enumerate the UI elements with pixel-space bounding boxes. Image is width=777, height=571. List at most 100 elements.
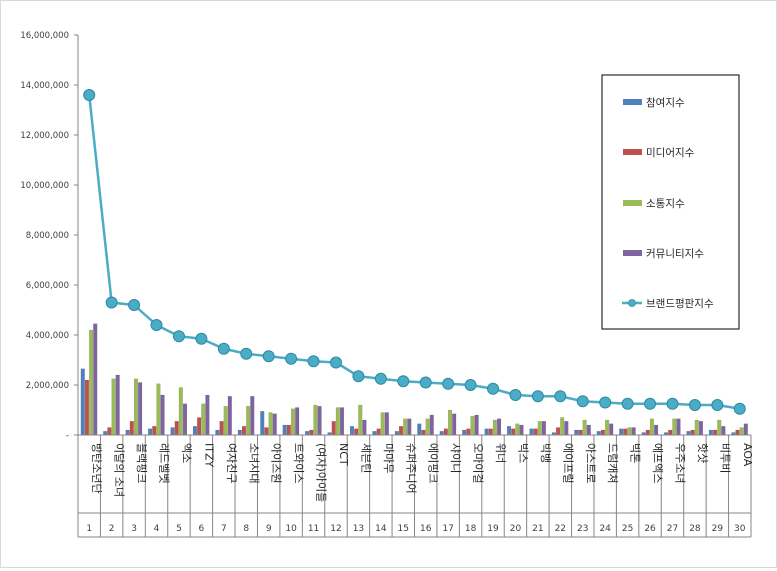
bar: [362, 419, 367, 436]
line-point: [688, 399, 701, 411]
x-rank-label: 27: [667, 524, 678, 534]
bar: [721, 426, 726, 436]
x-rank-label: 19: [487, 524, 499, 534]
x-rank-label: 10: [285, 524, 297, 534]
x-tick-label: 슈퍼주니어: [404, 443, 417, 494]
line-point: [240, 347, 253, 360]
y-tick-label: 2,000,000: [26, 381, 69, 391]
bar: [466, 428, 471, 436]
x-tick-label: NCT: [337, 443, 350, 466]
line-point: [487, 382, 500, 395]
legend-label: 소통지수: [646, 198, 685, 210]
line-point: [419, 376, 432, 389]
bar: [474, 414, 479, 436]
bar: [519, 424, 524, 436]
bar: [619, 428, 624, 436]
bar: [286, 424, 291, 436]
line-point: [599, 396, 612, 409]
line-point: [621, 397, 634, 410]
bar: [447, 409, 453, 436]
x-tick-label: 세븐틴: [359, 443, 372, 473]
x-tick-label: 에프엑스: [651, 443, 664, 483]
line-point: [733, 402, 746, 415]
x-tick-label: 방탄소년단: [90, 443, 103, 494]
bar: [407, 418, 412, 436]
line-point: [285, 352, 298, 365]
bar: [237, 429, 242, 436]
x-tick-label: ITZY: [202, 443, 215, 467]
y-tick-label: 14,000,000: [20, 81, 69, 91]
bar: [272, 413, 277, 436]
x-tick-label: 오마이걸: [472, 443, 485, 483]
line-point: [150, 319, 163, 331]
bar: [264, 427, 269, 436]
x-rank-label: 24: [599, 524, 611, 534]
x-tick-label: 레드벨벳: [158, 443, 171, 483]
x-rank-label: 23: [577, 524, 588, 534]
bar: [80, 368, 85, 436]
bar: [394, 431, 399, 436]
bar: [425, 418, 430, 436]
bar: [178, 387, 183, 436]
bar: [268, 412, 273, 436]
legend-label: 브랜드평판지수: [646, 298, 714, 310]
x-rank-label: 5: [176, 524, 182, 534]
bar: [511, 428, 516, 436]
x-tick-label: (여자)아이들: [315, 443, 328, 502]
bar: [133, 378, 138, 436]
legend-swatch: [623, 200, 642, 206]
bar: [586, 424, 591, 436]
bar: [556, 427, 561, 436]
bar: [506, 426, 512, 436]
line-series: [83, 89, 746, 415]
x-tick-label: 샤이니: [449, 443, 462, 473]
bar: [484, 428, 489, 436]
x-tick-label: 에이프릴: [561, 443, 574, 483]
bar: [623, 428, 628, 436]
bar: [676, 418, 681, 436]
line-point: [172, 330, 185, 343]
line-point: [374, 372, 387, 385]
bar: [309, 429, 314, 436]
line-point: [352, 370, 365, 383]
x-rank-label: 30: [734, 524, 746, 534]
bar: [282, 424, 287, 436]
bar: [560, 417, 565, 436]
bar: [372, 431, 377, 436]
bar: [439, 431, 444, 436]
bar: [156, 383, 161, 436]
bar: [103, 431, 108, 436]
bar: [250, 396, 255, 436]
bar: [533, 428, 538, 436]
bar: [443, 428, 448, 436]
bar: [488, 428, 493, 436]
x-rank-label: 9: [266, 524, 272, 534]
x-rank-label: 1: [86, 524, 92, 534]
x-rank-label: 13: [353, 524, 364, 534]
bar: [537, 421, 542, 436]
bar: [384, 412, 389, 436]
bar: [305, 431, 310, 436]
bar: [335, 407, 340, 436]
bar: [349, 426, 355, 436]
bar: [223, 406, 228, 436]
bar: [462, 429, 467, 436]
bar: [376, 428, 381, 436]
x-tick-label: 위너: [494, 443, 507, 463]
x-rank-label: 28: [689, 524, 701, 534]
x-tick-label: 엑소: [180, 443, 193, 463]
bar: [627, 427, 632, 436]
bar: [645, 429, 650, 436]
line-point: [711, 399, 724, 411]
x-rank-label: 18: [465, 524, 477, 534]
x-tick-label: 블랙핑크: [135, 443, 148, 483]
line-point: [83, 89, 96, 101]
x-rank-label: 3: [131, 524, 137, 534]
bar: [192, 426, 197, 436]
bar: [174, 421, 179, 436]
line-point: [195, 332, 208, 345]
bar: [452, 413, 457, 436]
x-rank-label: 4: [154, 524, 160, 534]
x-rank-label: 2: [109, 524, 115, 534]
bar: [708, 429, 713, 436]
